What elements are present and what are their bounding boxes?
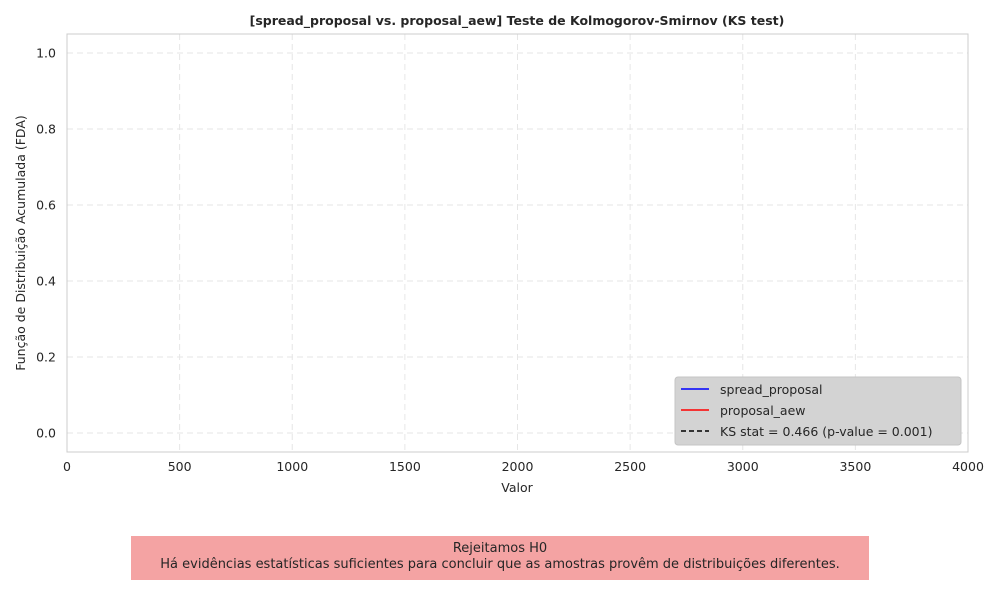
- x-tick-label: 3500: [839, 459, 871, 474]
- y-tick-label: 0.8: [36, 122, 56, 137]
- y-tick-label: 0.0: [36, 426, 56, 441]
- y-ticks: 0.0 0.2 0.4 0.6 0.8 1.0: [36, 46, 56, 441]
- x-tick-label: 500: [168, 459, 192, 474]
- legend-label-spread-proposal: spread_proposal: [720, 382, 823, 397]
- x-tick-label: 1000: [276, 459, 308, 474]
- x-ticks: 0 500 1000 1500 2000 2500 3000 3500 4000: [63, 459, 984, 474]
- x-tick-label: 4000: [952, 459, 984, 474]
- y-axis-label: Função de Distribuição Acumulada (FDA): [13, 115, 28, 371]
- conclusion-text: Há evidências estatísticas suficientes p…: [160, 557, 840, 572]
- legend-box: [674, 376, 962, 446]
- legend-label-proposal-aew: proposal_aew: [720, 403, 806, 418]
- legend: spread_proposal proposal_aew KS stat = 0…: [674, 376, 962, 446]
- x-tick-label: 2500: [614, 459, 646, 474]
- x-axis-label: Valor: [501, 480, 533, 495]
- legend-label-ks-stat: KS stat = 0.466 (p-value = 0.001): [720, 424, 932, 439]
- y-tick-label: 1.0: [36, 46, 56, 61]
- y-tick-label: 0.6: [36, 198, 56, 213]
- y-tick-label: 0.4: [36, 274, 56, 289]
- conclusion-box: Rejeitamos H0 Há evidências estatísticas…: [131, 536, 869, 580]
- plot-frame: [66, 33, 969, 453]
- x-tick-label: 1500: [389, 459, 421, 474]
- y-tick-label: 0.2: [36, 350, 56, 365]
- chart-title: [spread_proposal vs. proposal_aew] Teste…: [250, 13, 785, 29]
- x-tick-label: 3000: [727, 459, 759, 474]
- x-tick-label: 0: [63, 459, 71, 474]
- conclusion-title: Rejeitamos H0: [452, 541, 548, 556]
- x-tick-label: 2000: [502, 459, 534, 474]
